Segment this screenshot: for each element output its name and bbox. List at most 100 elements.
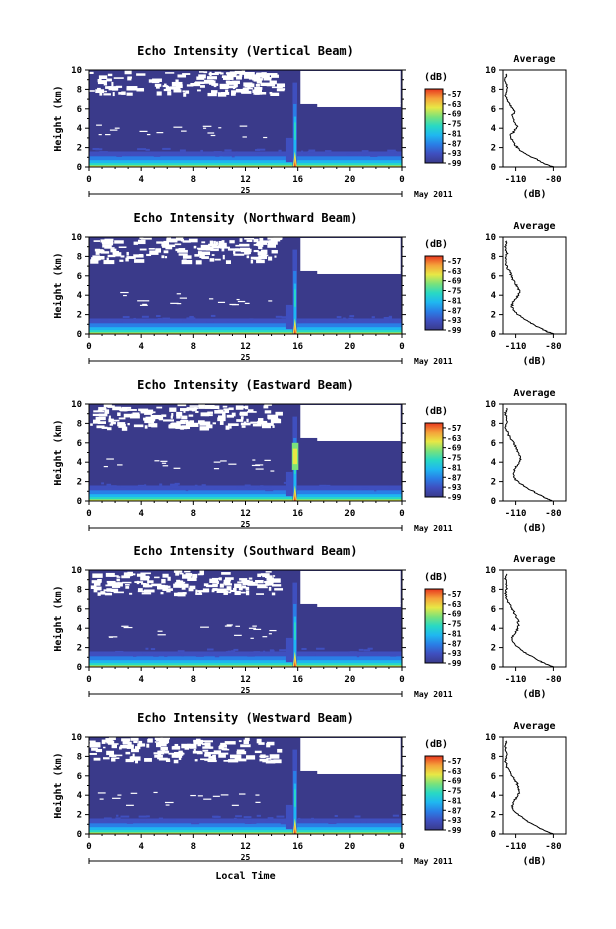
no-data-streak: [170, 302, 179, 304]
no-data-patch: [199, 251, 211, 256]
no-data-patch: [184, 570, 191, 573]
bl-patch: [89, 318, 93, 321]
no-data-patch: [229, 71, 237, 75]
no-data-patch: [92, 573, 103, 578]
no-data-streak: [208, 298, 214, 300]
bl-patch: [116, 320, 123, 323]
no-data-patch: [97, 256, 105, 260]
no-data-patch: [145, 416, 156, 420]
bl-patch: [119, 485, 129, 488]
no-data-patch: [211, 245, 220, 249]
no-data-patch: [155, 248, 161, 253]
no-data-streak: [181, 130, 187, 132]
panel-title: Echo Intensity (Vertical Beam): [137, 44, 354, 58]
no-data-streak: [143, 300, 150, 302]
no-data-patch: [94, 248, 101, 252]
no-data-patch: [193, 245, 197, 249]
bl-patch: [387, 486, 390, 489]
no-data-regions: [89, 737, 401, 806]
bl-patch: [348, 651, 355, 654]
no-data-patch: [94, 586, 102, 591]
no-data-patch: [206, 424, 213, 429]
no-data-patch: [260, 82, 271, 87]
no-data-patch: [217, 417, 226, 422]
no-data-patch: [239, 72, 243, 77]
no-data-streak: [270, 470, 275, 472]
bl-patch: [370, 651, 378, 654]
no-data-patch: [260, 573, 270, 576]
bl-patch: [153, 154, 161, 157]
bl-patch: [256, 152, 263, 155]
no-data-patch: [139, 248, 147, 251]
no-data-patch: [250, 256, 262, 260]
bl-patch: [177, 485, 181, 488]
bl-patch: [390, 654, 397, 657]
no-data-patch: [204, 753, 211, 757]
x-tick-label: 8: [191, 842, 196, 852]
no-data-patch: [244, 405, 249, 410]
no-data-patch: [255, 580, 264, 584]
colorbar-tick-label: -81: [447, 463, 462, 472]
no-data-patch: [203, 583, 209, 587]
bl-patch: [132, 486, 141, 489]
storm-base: [285, 137, 293, 163]
date-label: May 2011: [414, 690, 453, 699]
bl-patch: [156, 315, 161, 318]
storm-ground-core: [294, 162, 296, 167]
colorbar-tick-label: -87: [447, 639, 462, 648]
colorbar-tick-label: -75: [447, 787, 462, 796]
no-data-streak: [108, 636, 118, 638]
no-data-patch: [269, 754, 280, 759]
y-tick-label: 2: [77, 144, 82, 154]
bl-patch: [308, 320, 312, 323]
no-data-patch: [252, 74, 257, 78]
bl-patch: [225, 651, 232, 654]
no-data-patch: [122, 581, 132, 584]
panel-4: Echo Intensity (Southward Beam) 0 2 4 6 8 10 He…: [52, 544, 567, 700]
bl-patch: [308, 149, 316, 152]
profile-y-tick-label: 6: [491, 272, 496, 282]
no-data-patch: [103, 260, 115, 265]
bl-patch: [206, 320, 214, 323]
colorbar: [424, 755, 444, 831]
no-data-streak: [212, 795, 220, 797]
no-data-patch: [106, 257, 109, 261]
bl-patch: [346, 153, 354, 156]
bl-patch: [244, 484, 251, 487]
no-data-patch: [137, 239, 146, 245]
no-data-patch: [220, 742, 226, 747]
no-data-patch: [90, 585, 97, 590]
no-data-patch: [212, 754, 216, 760]
bl-patch: [116, 154, 122, 157]
colorbar-tick-label: -63: [447, 434, 462, 443]
no-data-patch: [204, 404, 215, 409]
no-data-streak: [173, 126, 183, 128]
bl-patch: [280, 822, 289, 825]
no-data-patch: [225, 80, 230, 84]
no-data-patch: [265, 760, 276, 764]
profile-x-axis-label: (dB): [522, 689, 546, 700]
storm-base: [285, 471, 293, 497]
no-data-patch: [156, 406, 163, 409]
storm-core: [292, 448, 298, 465]
bl-patch: [242, 818, 252, 821]
no-data-streak: [268, 633, 272, 635]
bl-patch: [340, 319, 349, 322]
no-data-patch: [199, 426, 210, 431]
bl-patch: [222, 154, 231, 157]
no-data-patch: [255, 84, 260, 87]
profile-y-tick-label: 10: [485, 233, 496, 243]
colorbar: [424, 255, 444, 331]
no-data-patch: [126, 251, 129, 256]
colorbar-tick-label: -57: [447, 424, 462, 433]
no-data-patch: [108, 415, 111, 420]
no-data-patch: [266, 576, 270, 581]
no-data-streak: [179, 297, 187, 299]
no-data-patch: [275, 411, 283, 416]
no-data-patch: [133, 740, 138, 744]
no-data-patch: [162, 573, 169, 578]
x-tick-label: 12: [240, 509, 251, 519]
x-tick-label: 8: [191, 175, 196, 185]
bl-patch: [272, 320, 277, 323]
no-data-patch: [123, 407, 127, 412]
